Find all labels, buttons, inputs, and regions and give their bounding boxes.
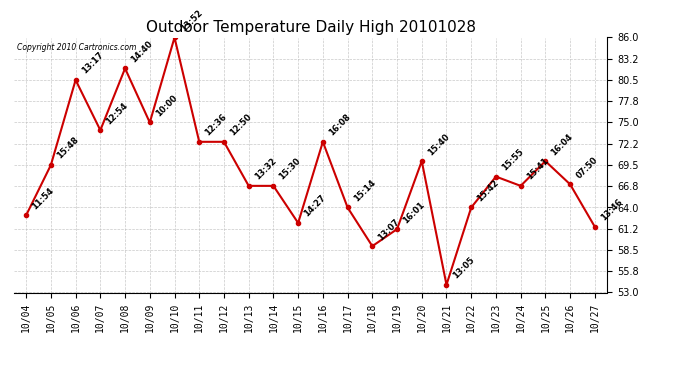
Text: 16:08: 16:08 (327, 112, 352, 138)
Text: 16:01: 16:01 (401, 200, 426, 225)
Text: 10:00: 10:00 (154, 93, 179, 118)
Text: 14:40: 14:40 (129, 39, 155, 64)
Text: 13:05: 13:05 (451, 255, 476, 280)
Text: 15:55: 15:55 (500, 147, 526, 172)
Text: 15:42: 15:42 (475, 178, 501, 203)
Text: 12:50: 12:50 (228, 112, 253, 138)
Text: 16:04: 16:04 (549, 132, 575, 157)
Text: 13:17: 13:17 (80, 51, 105, 76)
Text: 13:46: 13:46 (599, 197, 624, 223)
Text: 13:32: 13:32 (253, 156, 278, 182)
Text: Copyright 2010 Cartronics.com: Copyright 2010 Cartronics.com (17, 43, 136, 52)
Title: Outdoor Temperature Daily High 20101028: Outdoor Temperature Daily High 20101028 (146, 20, 475, 35)
Text: 15:40: 15:40 (426, 132, 451, 157)
Text: 07:50: 07:50 (574, 155, 600, 180)
Text: 12:54: 12:54 (104, 101, 130, 126)
Text: 13:52: 13:52 (179, 8, 204, 33)
Text: 15:14: 15:14 (352, 178, 377, 203)
Text: 15:30: 15:30 (277, 156, 303, 182)
Text: 12:36: 12:36 (204, 112, 228, 138)
Text: 11:54: 11:54 (30, 186, 56, 211)
Text: 13:07: 13:07 (377, 217, 402, 242)
Text: 14:27: 14:27 (302, 194, 328, 219)
Text: 15:41: 15:41 (525, 156, 550, 182)
Text: 15:48: 15:48 (55, 135, 80, 161)
